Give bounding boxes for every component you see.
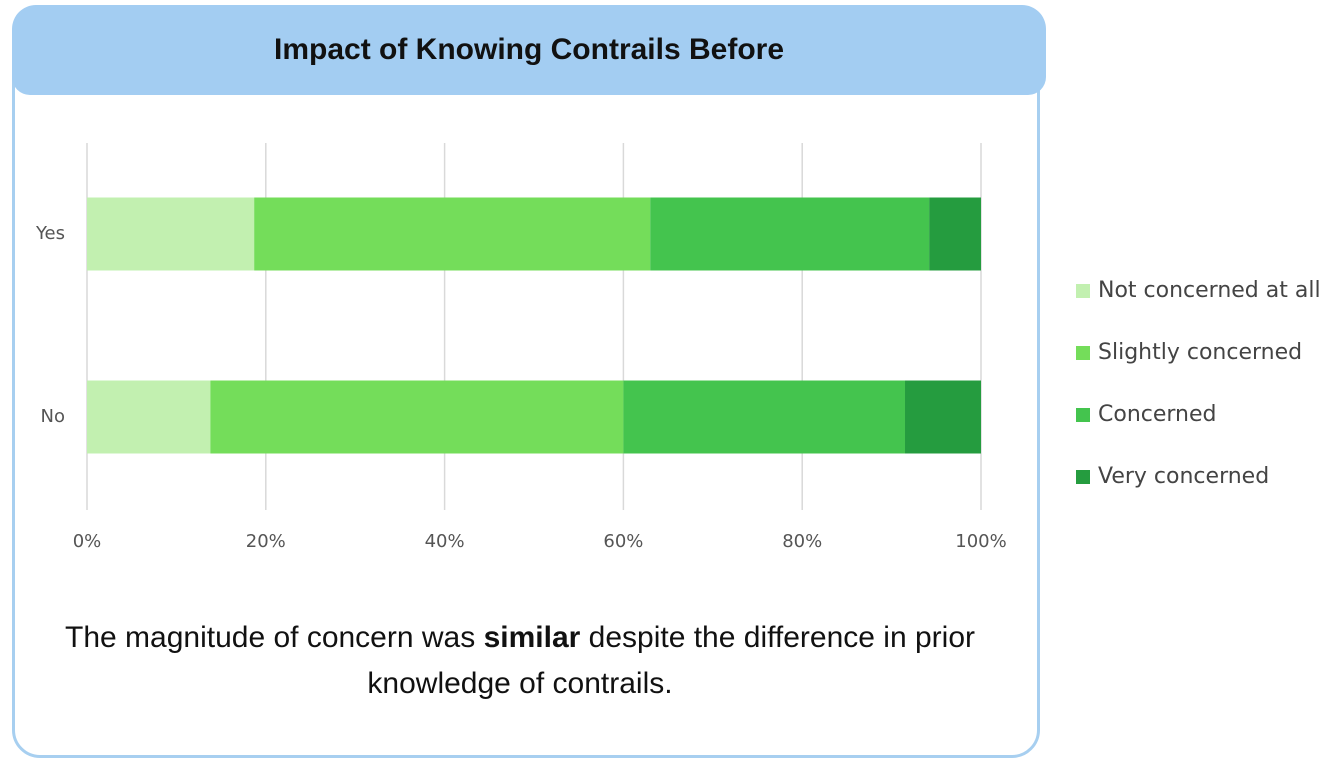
- caption: The magnitude of concern was similar des…: [20, 615, 1020, 707]
- x-tick-label: 80%: [782, 531, 822, 552]
- bar-segment: [87, 380, 211, 454]
- legend-label: Slightly concerned: [1098, 340, 1302, 365]
- legend-swatch: [1076, 284, 1090, 298]
- legend-swatch: [1076, 408, 1090, 422]
- bar-segment: [87, 197, 255, 271]
- legend-swatch: [1076, 346, 1090, 360]
- x-tick-label: 40%: [425, 531, 465, 552]
- bar-segment: [254, 197, 651, 271]
- bar-segment: [650, 197, 930, 271]
- legend-label: Concerned: [1098, 402, 1217, 427]
- bar-segment: [210, 380, 624, 454]
- x-tick-label: 20%: [246, 531, 286, 552]
- y-tick-label: No: [41, 406, 65, 427]
- x-tick-label: 60%: [603, 531, 643, 552]
- x-tick-label: 100%: [955, 531, 1006, 552]
- bar-segment: [929, 197, 981, 271]
- legend-label: Very concerned: [1098, 464, 1269, 489]
- caption-text: The magnitude of concern was: [65, 621, 484, 654]
- chart-title: Impact of Knowing Contrails Before: [12, 5, 1046, 95]
- bar-segment: [905, 380, 981, 454]
- bar-segment: [623, 380, 906, 454]
- y-tick-label: Yes: [35, 223, 65, 244]
- caption-emphasis: similar: [483, 621, 581, 654]
- caption-text: despite the difference in prior knowledg…: [367, 621, 984, 700]
- x-tick-label: 0%: [73, 531, 102, 552]
- legend-swatch: [1076, 470, 1090, 484]
- legend-label: Not concerned at all: [1098, 278, 1321, 303]
